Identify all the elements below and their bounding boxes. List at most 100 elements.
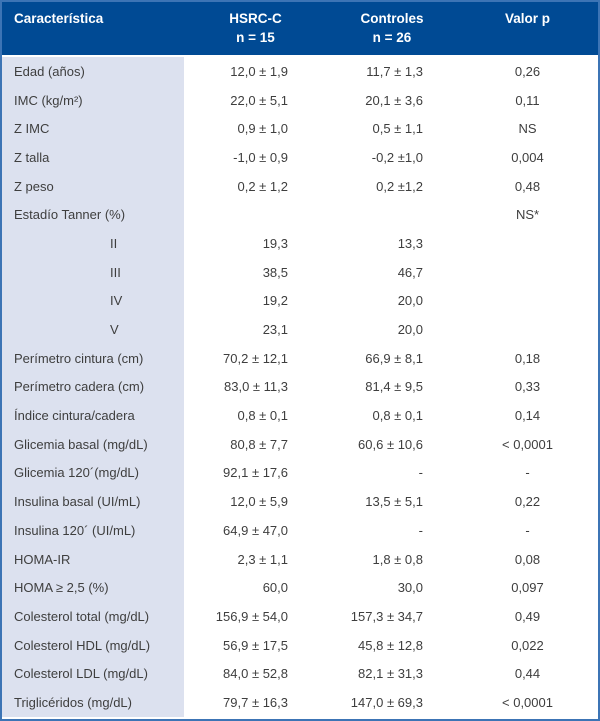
table-row: Perímetro cintura (cm) 70,2 ± 12,1 66,9 ± … xyxy=(2,343,598,373)
row-label: IMC (kg/m²) xyxy=(2,85,184,115)
hsrc-value: 23,1 xyxy=(262,322,288,338)
controles-value: 20,0 xyxy=(397,293,423,309)
hsrc-value: 60,0 xyxy=(262,580,288,596)
row-label: Insulina 120´ (UI/mL) xyxy=(2,516,184,545)
controles-value: 46,7 xyxy=(397,264,423,280)
table-row: IMC (kg/m²) 22,0 ± 5,1 20,1 ± 3,6 0,11 xyxy=(2,85,598,115)
table-row: Triglicéridos (mg/dL) 79,7 ± 16,3 147,0 ± … xyxy=(2,688,598,717)
hsrc-value: 80,8 ± 7,7 xyxy=(230,436,288,452)
controles-value: 13,5 ± 5,1 xyxy=(365,494,423,510)
row-label: Colesterol HDL (mg/dL) xyxy=(2,630,184,660)
column-header-n: n = 15 xyxy=(236,30,275,45)
hsrc-value: 0,2 ± 1,2 xyxy=(237,178,288,194)
table-row: Glicemia 120´(mg/dL) 92,1 ± 17,6 - - xyxy=(2,458,598,488)
controles-value: 60,6 ± 10,6 xyxy=(358,436,423,452)
controles-value: 1,8 ± 0,8 xyxy=(372,551,423,567)
p-value: 0,22 xyxy=(514,494,541,510)
row-label: V xyxy=(2,315,184,344)
row-label: Estadío Tanner (%) xyxy=(2,200,184,230)
controles-value: 11,7 ± 1,3 xyxy=(366,63,423,79)
hsrc-value: 19,3 xyxy=(262,235,288,251)
controles-value: 81,4 ± 9,5 xyxy=(365,379,423,395)
p-value: - xyxy=(525,522,530,538)
column-header-n: n = 26 xyxy=(372,30,412,45)
p-value: 0,022 xyxy=(511,637,544,653)
table-row: Perímetro cadera (cm) 83,0 ± 11,3 81,4 ± 9… xyxy=(2,372,598,402)
row-label: Perímetro cintura (cm) xyxy=(2,343,184,373)
table-row: Edad (años) 12,0 ± 1,9 11,7 ± 1,3 0,26 xyxy=(2,57,598,86)
controles-value: 20,0 xyxy=(397,322,423,338)
table-row: Índice cintura/cadera 0,8 ± 0,1 0,8 ± 0,1 0… xyxy=(2,401,598,430)
table-row: Z talla -1,0 ± 0,9 -0,2 ±1,0 0,004 xyxy=(2,143,598,172)
row-label: Triglicéridos (mg/dL) xyxy=(2,688,184,717)
p-value: 0,11 xyxy=(515,92,540,108)
row-label: Edad (años) xyxy=(2,57,184,86)
controles-value: 66,9 ± 8,1 xyxy=(365,350,423,366)
hsrc-value: 0,8 ± 0,1 xyxy=(237,408,288,424)
hsrc-value: 84,0 ± 52,8 xyxy=(223,666,288,682)
row-label: III xyxy=(2,257,184,287)
controles-value: 20,1 ± 3,6 xyxy=(365,92,423,108)
controles-value: 157,3 ± 34,7 xyxy=(350,608,423,624)
table-row: II 19,3 13,3 xyxy=(2,229,598,258)
table-row: Insulina 120´ (UI/mL) 64,9 ± 47,0 - - xyxy=(2,516,598,545)
controles-value: 0,2 ±1,2 xyxy=(376,178,423,194)
table-row: Insulina basal (UI/mL) 12,0 ± 5,9 13,5 ± 5… xyxy=(2,487,598,516)
table-row: Colesterol total (mg/dL) 156,9 ± 54,0 157,… xyxy=(2,602,598,631)
hsrc-value: 12,0 ± 5,9 xyxy=(230,494,288,510)
p-value: 0,08 xyxy=(514,551,541,567)
p-value: - xyxy=(525,465,530,481)
hsrc-value: 2,3 ± 1,1 xyxy=(237,551,288,567)
p-value: 0,49 xyxy=(514,608,541,624)
row-label: Glicemia 120´(mg/dL) xyxy=(2,458,184,488)
hsrc-value: 38,5 xyxy=(262,264,288,280)
row-label: Glicemia basal (mg/dL) xyxy=(2,429,184,459)
p-value: 0,44 xyxy=(514,666,541,682)
controles-value: - xyxy=(418,522,423,538)
table-row: Colesterol LDL (mg/dL) 84,0 ± 52,8 82,1 ± … xyxy=(2,659,598,689)
row-label: Z peso xyxy=(2,171,184,201)
table-row: Colesterol HDL (mg/dL) 56,9 ± 17,5 45,8 ± … xyxy=(2,630,598,660)
hsrc-value: -1,0 ± 0,9 xyxy=(233,149,288,165)
p-value: 0,004 xyxy=(511,149,544,165)
hsrc-value: 22,0 ± 5,1 xyxy=(230,92,288,108)
table-row: HOMA ≥ 2,5 (%) 60,0 30,0 0,097 xyxy=(2,573,598,603)
hsrc-value: 70,2 ± 12,1 xyxy=(223,350,288,366)
table-row: III 38,5 46,7 xyxy=(2,257,598,287)
p-value: 0,33 xyxy=(514,379,541,395)
controles-value: 82,1 ± 31,3 xyxy=(358,666,423,682)
table-row: Estadío Tanner (%) NS* xyxy=(2,200,598,230)
controles-value: -0,2 ±1,0 xyxy=(371,149,423,165)
hsrc-value: 83,0 ± 11,3 xyxy=(224,379,288,395)
row-label: Insulina basal (UI/mL) xyxy=(2,487,184,516)
p-value: NS xyxy=(518,121,537,137)
controles-value: 0,8 ± 0,1 xyxy=(372,408,423,424)
column-header-valor-p: Valor p xyxy=(457,9,598,55)
row-label: HOMA-IR xyxy=(2,544,184,574)
column-header-label: Característica xyxy=(14,11,104,26)
p-value: 0,26 xyxy=(514,63,541,79)
row-label: Perímetro cadera (cm) xyxy=(2,372,184,402)
hsrc-value: 0,9 ± 1,0 xyxy=(237,121,288,137)
controles-value: 147,0 ± 69,3 xyxy=(350,694,423,710)
table-row: Glicemia basal (mg/dL) 80,8 ± 7,7 60,6 ± 1… xyxy=(2,429,598,459)
column-header-hsrc: HSRC-C n = 15 xyxy=(184,9,327,55)
p-value: 0,097 xyxy=(511,580,544,596)
p-value: 0,14 xyxy=(514,408,541,424)
row-label: IV xyxy=(2,286,184,316)
hsrc-value: 92,1 ± 17,6 xyxy=(223,465,288,481)
table-row: V 23,1 20,0 xyxy=(2,315,598,344)
p-value: < 0,0001 xyxy=(502,436,553,452)
row-label: Colesterol total (mg/dL) xyxy=(2,602,184,631)
column-header-controles: Controles n = 26 xyxy=(327,9,457,55)
controles-value: - xyxy=(418,465,423,481)
table-row: IV 19,2 20,0 xyxy=(2,286,598,316)
table-row: Z peso 0,2 ± 1,2 0,2 ±1,2 0,48 xyxy=(2,171,598,201)
p-value: 0,48 xyxy=(514,178,541,194)
controles-value: 13,3 xyxy=(397,235,423,251)
row-label: Z IMC xyxy=(2,114,184,144)
p-value: 0,18 xyxy=(514,350,541,366)
hsrc-value: 56,9 ± 17,5 xyxy=(223,637,288,653)
table-row: Z IMC 0,9 ± 1,0 0,5 ± 1,1 NS xyxy=(2,114,598,144)
